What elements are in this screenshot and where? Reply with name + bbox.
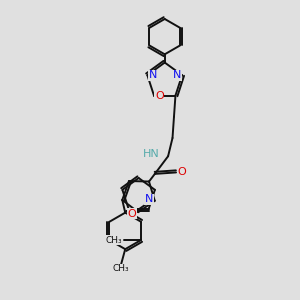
Text: N: N xyxy=(148,70,157,80)
Text: CH₃: CH₃ xyxy=(112,264,129,273)
Text: CH₃: CH₃ xyxy=(106,236,122,244)
Text: O: O xyxy=(155,91,164,100)
Text: N: N xyxy=(172,70,181,80)
Text: N: N xyxy=(145,194,153,204)
Text: HN: HN xyxy=(143,149,160,159)
Text: O: O xyxy=(178,167,186,177)
Text: O: O xyxy=(128,208,136,219)
